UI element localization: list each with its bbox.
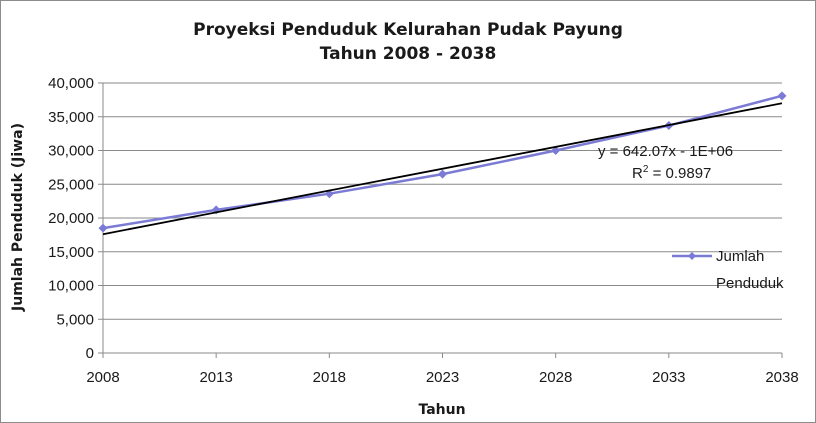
y-axis-title: Jumlah Penduduk (Jiwa) xyxy=(10,123,26,312)
y-tick-label: 20,000 xyxy=(48,210,94,227)
y-tick-label: 15,000 xyxy=(48,244,94,261)
r-squared-superscript: 2 xyxy=(643,164,649,175)
x-tick-label: 2013 xyxy=(199,369,232,386)
chart-title-line-1: Proyeksi Penduduk Kelurahan Pudak Payung xyxy=(193,20,623,40)
legend-swatch-marker xyxy=(688,252,696,260)
x-tick-label: 2038 xyxy=(765,369,798,386)
y-tick-label: 40,000 xyxy=(48,75,94,92)
x-tick-label: 2028 xyxy=(539,369,572,386)
trendline-r-squared: R2 = 0.9897 xyxy=(632,164,711,182)
series-line xyxy=(102,94,783,230)
chart-title: Proyeksi Penduduk Kelurahan Pudak Payung… xyxy=(0,18,816,66)
data-point xyxy=(777,91,787,101)
trendline-layer xyxy=(102,102,783,236)
x-tick-label: 2033 xyxy=(652,369,685,386)
axes: 0 5,000 10,000 15,000 20,000 25,000 30,000 35,0… xyxy=(48,75,799,386)
x-tick-label: 2023 xyxy=(426,369,459,386)
x-tick-label: 2018 xyxy=(313,369,346,386)
y-tick-label: 0 xyxy=(86,345,94,362)
series-layer xyxy=(98,91,787,233)
trendline-equation: y = 642.07x - 1E+06 xyxy=(598,143,733,160)
y-tick-label: 35,000 xyxy=(48,109,94,126)
y-tick-label: 25,000 xyxy=(48,176,94,193)
r-squared-label: R xyxy=(632,165,643,182)
x-tick-label: 2008 xyxy=(86,369,119,386)
data-point xyxy=(98,223,108,233)
gridlines xyxy=(103,82,782,320)
legend-label-line-1: Jumlah xyxy=(716,248,764,265)
y-tick-label: 10,000 xyxy=(48,278,94,295)
legend: Jumlah Penduduk xyxy=(672,248,784,292)
y-tick-label: 30,000 xyxy=(48,143,94,160)
r-squared-value: = 0.9897 xyxy=(648,165,711,182)
data-point xyxy=(438,169,447,179)
legend-label-line-2: Penduduk xyxy=(716,275,784,292)
y-tick-label: 5,000 xyxy=(56,311,94,328)
chart-title-line-2: Tahun 2008 - 2038 xyxy=(319,44,497,64)
x-axis-title: Tahun xyxy=(418,402,465,418)
trendline xyxy=(102,102,783,236)
